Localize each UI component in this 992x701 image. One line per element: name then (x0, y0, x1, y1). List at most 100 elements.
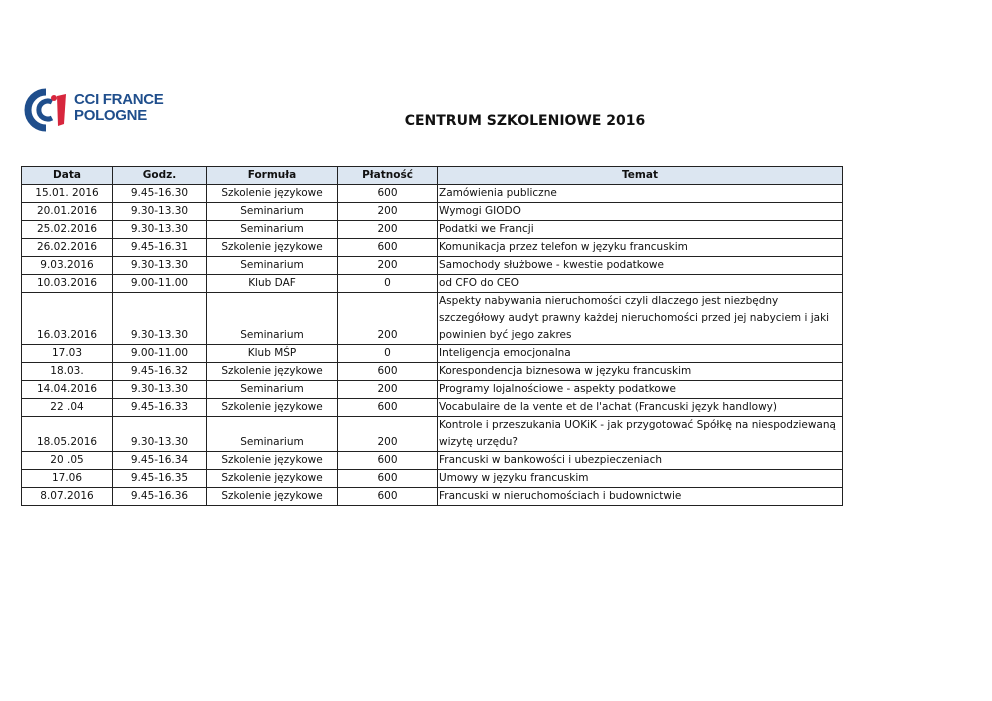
date-cell: 9.03.2016 (21, 256, 113, 275)
format-cell: Seminarium (206, 220, 338, 239)
header-row: Data Godz. Formuła Płatność Temat (21, 166, 843, 185)
price-cell: 600 (337, 398, 438, 417)
format-cell: Szkolenie językowe (206, 451, 338, 470)
price-cell: 200 (337, 380, 438, 399)
format-cell: Seminarium (206, 292, 338, 345)
time-cell: 9.30-13.30 (112, 416, 207, 452)
header-formula: Formuła (206, 166, 338, 185)
table-row: 20.01.2016 9.30-13.30 Seminarium 200 Wymogi … (21, 202, 843, 221)
price-cell: 600 (337, 451, 438, 470)
format-cell: Szkolenie językowe (206, 398, 338, 417)
cci-logo-mark (24, 88, 66, 132)
header-godz: Godz. (112, 166, 207, 185)
format-cell: Szkolenie językowe (206, 362, 338, 381)
date-cell: 17.03 (21, 344, 113, 363)
cci-logo: CCI FRANCE POLOGNE (24, 88, 179, 132)
format-cell: Seminarium (206, 416, 338, 452)
topic-cell: Umowy w języku francuskim (437, 469, 843, 488)
table-row: 25.02.2016 9.30-13.30 Seminarium 200 Podatki… (21, 220, 843, 239)
topic-cell: Podatki we Francji (437, 220, 843, 239)
time-cell: 9.45-16.34 (112, 451, 207, 470)
table-row: 17.03 9.00-11.00 Klub MŚP 0 Inteligencja emo… (21, 344, 843, 363)
date-cell: 10.03.2016 (21, 274, 113, 293)
format-cell: Szkolenie językowe (206, 238, 338, 257)
topic-cell: Vocabulaire de la vente et de l'achat (F… (437, 398, 843, 417)
table-row: 8.07.2016 9.45-16.36 Szkolenie językowe 600… (21, 487, 843, 506)
date-cell: 25.02.2016 (21, 220, 113, 239)
time-cell: 9.00-11.00 (112, 274, 207, 293)
time-cell: 9.45-16.30 (112, 184, 207, 203)
price-cell: 200 (337, 416, 438, 452)
price-cell: 0 (337, 274, 438, 293)
topic-cell: Wymogi GIODO (437, 202, 843, 221)
time-cell: 9.30-13.30 (112, 220, 207, 239)
header-temat: Temat (437, 166, 843, 185)
time-cell: 9.30-13.30 (112, 256, 207, 275)
topic-cell: od CFO do CEO (437, 274, 843, 293)
price-cell: 600 (337, 184, 438, 203)
table-row: 16.03.2016 9.30-13.30 Seminarium 200 Aspekty… (21, 292, 843, 345)
table-row: 20 .05 9.45-16.34 Szkolenie językowe 600 Fra… (21, 451, 843, 470)
table-row: 15.01. 2016 9.45-16.30 Szkolenie językowe 6… (21, 184, 843, 203)
table-row: 17.06 9.45-16.35 Szkolenie językowe 600 Umow… (21, 469, 843, 488)
date-cell: 20.01.2016 (21, 202, 113, 221)
topic-cell: Korespondencja biznesowa w języku francu… (437, 362, 843, 381)
date-cell: 22 .04 (21, 398, 113, 417)
format-cell: Klub MŚP (206, 344, 338, 363)
page-title: CENTRUM SZKOLENIOWE 2016 (404, 113, 646, 129)
time-cell: 9.45-16.35 (112, 469, 207, 488)
format-cell: Seminarium (206, 202, 338, 221)
price-cell: 600 (337, 238, 438, 257)
topic-cell: Inteligencja emocjonalna (437, 344, 843, 363)
time-cell: 9.45-16.32 (112, 362, 207, 381)
format-cell: Szkolenie językowe (206, 487, 338, 506)
price-cell: 600 (337, 469, 438, 488)
date-cell: 18.05.2016 (21, 416, 113, 452)
date-cell: 26.02.2016 (21, 238, 113, 257)
date-cell: 17.06 (21, 469, 113, 488)
date-cell: 18.03. (21, 362, 113, 381)
logo-line1: CCI FRANCE (74, 91, 164, 108)
date-cell: 20 .05 (21, 451, 113, 470)
format-cell: Klub DAF (206, 274, 338, 293)
header-data: Data (21, 166, 113, 185)
format-cell: Szkolenie językowe (206, 184, 338, 203)
price-cell: 200 (337, 202, 438, 221)
logo-line2: POLOGNE (74, 107, 147, 124)
header-platnosc: Płatność (337, 166, 438, 185)
date-cell: 15.01. 2016 (21, 184, 113, 203)
time-cell: 9.45-16.31 (112, 238, 207, 257)
topic-cell: Zamówienia publiczne (437, 184, 843, 203)
time-cell: 9.30-13.30 (112, 380, 207, 399)
table-row: 22 .04 9.45-16.33 Szkolenie językowe 600 Voc… (21, 398, 843, 417)
format-cell: Seminarium (206, 380, 338, 399)
table-row: 9.03.2016 9.30-13.30 Seminarium 200 Samochod… (21, 256, 843, 275)
price-cell: 600 (337, 362, 438, 381)
format-cell: Seminarium (206, 256, 338, 275)
date-cell: 16.03.2016 (21, 292, 113, 345)
table-row: 18.05.2016 9.30-13.30 Seminarium 200 Kontrol… (21, 416, 843, 452)
price-cell: 200 (337, 292, 438, 345)
price-cell: 200 (337, 220, 438, 239)
price-cell: 0 (337, 344, 438, 363)
time-cell: 9.45-16.36 (112, 487, 207, 506)
date-cell: 14.04.2016 (21, 380, 113, 399)
date-cell: 8.07.2016 (21, 487, 113, 506)
topic-cell: Programy lojalnościowe - aspekty podatko… (437, 380, 843, 399)
topic-cell: Samochody służbowe - kwestie podatkowe (437, 256, 843, 275)
time-cell: 9.30-13.30 (112, 292, 207, 345)
topic-cell: Komunikacja przez telefon w języku franc… (437, 238, 843, 257)
topic-cell: Kontrole i przeszukania UOKiK - jak przy… (437, 416, 843, 452)
time-cell: 9.00-11.00 (112, 344, 207, 363)
topic-cell: Aspekty nabywania nieruchomości czyli dl… (437, 292, 843, 345)
table-row: 18.03. 9.45-16.32 Szkolenie językowe 600 Kor… (21, 362, 843, 381)
price-cell: 600 (337, 487, 438, 506)
table-row: 26.02.2016 9.45-16.31 Szkolenie językowe 60… (21, 238, 843, 257)
schedule-table: Data Godz. Formuła Płatność Temat 15.01.… (21, 166, 843, 506)
topic-cell: Francuski w nieruchomościach i budownict… (437, 487, 843, 506)
price-cell: 200 (337, 256, 438, 275)
time-cell: 9.30-13.30 (112, 202, 207, 221)
time-cell: 9.45-16.33 (112, 398, 207, 417)
format-cell: Szkolenie językowe (206, 469, 338, 488)
table-row: 14.04.2016 9.30-13.30 Seminarium 200 Program… (21, 380, 843, 399)
